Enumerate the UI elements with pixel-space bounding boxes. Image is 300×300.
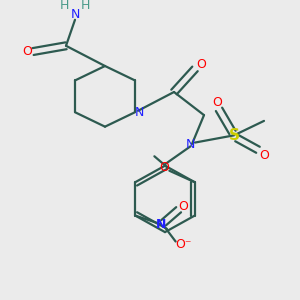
Text: O⁻: O⁻: [175, 238, 191, 251]
Text: O: O: [159, 161, 169, 174]
Text: O: O: [259, 149, 269, 162]
Text: O: O: [178, 200, 188, 213]
Text: N: N: [155, 218, 166, 231]
Text: O: O: [213, 96, 222, 109]
Text: O: O: [22, 45, 32, 58]
Text: N: N: [135, 106, 144, 119]
Text: N: N: [70, 8, 80, 21]
Text: H: H: [81, 0, 90, 12]
Text: H: H: [60, 0, 69, 12]
Text: S: S: [229, 128, 239, 143]
Text: N: N: [186, 137, 195, 151]
Text: O: O: [196, 58, 206, 71]
